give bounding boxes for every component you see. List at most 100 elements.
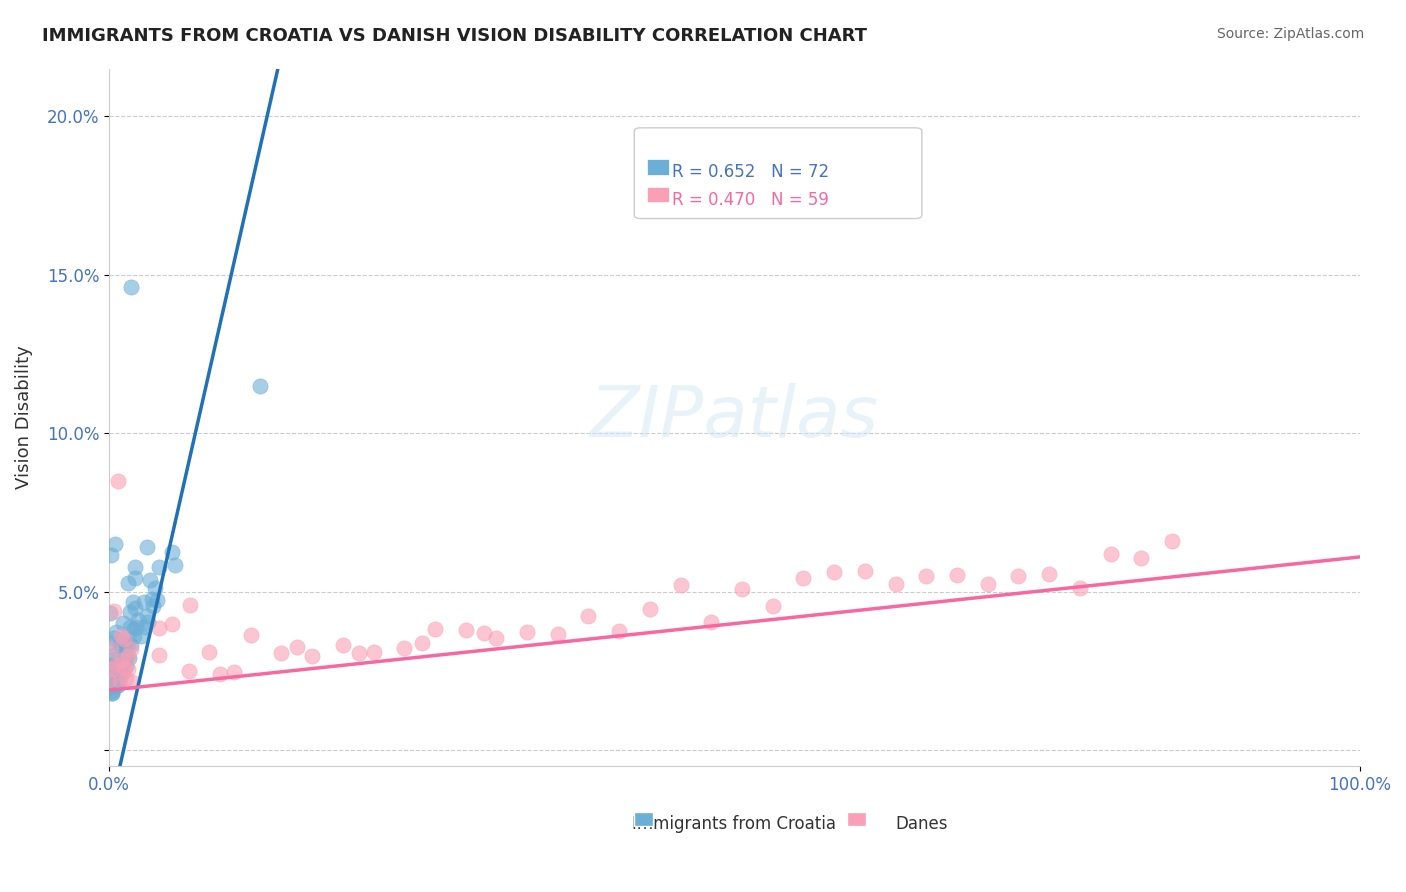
Point	[117, 662, 139, 676]
Point	[547, 627, 569, 641]
Point	[117, 649, 139, 664]
Point	[142, 599, 165, 614]
Point	[516, 624, 538, 639]
Point	[104, 667, 127, 681]
Point	[301, 649, 323, 664]
Point	[270, 646, 292, 660]
Point	[107, 474, 129, 488]
Point	[100, 642, 122, 657]
Point	[578, 609, 600, 624]
Point	[762, 599, 785, 614]
Point	[198, 644, 221, 658]
FancyBboxPatch shape	[634, 128, 922, 219]
Point	[363, 645, 385, 659]
Bar	[647, 187, 669, 202]
Point	[110, 639, 132, 653]
Point	[111, 615, 134, 630]
Point	[105, 658, 128, 673]
Point	[117, 637, 139, 651]
Point	[100, 684, 122, 698]
Text: R = 0.652   N = 72: R = 0.652 N = 72	[672, 162, 830, 181]
Point	[347, 646, 370, 660]
Point	[120, 605, 142, 619]
Point	[100, 636, 122, 650]
Point	[112, 665, 135, 680]
Point	[332, 638, 354, 652]
Point	[472, 626, 495, 640]
Point	[105, 647, 128, 661]
Point	[115, 672, 138, 686]
Point	[122, 629, 145, 643]
Point	[179, 599, 201, 613]
Text: Source: ZipAtlas.com: Source: ZipAtlas.com	[1216, 27, 1364, 41]
Point	[160, 545, 183, 559]
Point	[1007, 569, 1029, 583]
Point	[148, 622, 170, 636]
Point	[884, 577, 907, 591]
Point	[141, 592, 163, 607]
Point	[108, 660, 131, 674]
Point	[607, 624, 630, 638]
Bar	[846, 812, 866, 826]
Point	[112, 661, 135, 675]
Point	[136, 615, 159, 630]
Point	[394, 640, 416, 655]
Point	[101, 686, 124, 700]
Point	[134, 595, 156, 609]
Point	[148, 559, 170, 574]
Point	[160, 617, 183, 632]
Point	[107, 665, 129, 679]
Point	[112, 638, 135, 652]
Point	[104, 624, 127, 639]
Point	[110, 637, 132, 651]
Point	[1038, 566, 1060, 581]
Point	[485, 631, 508, 645]
Point	[1130, 550, 1153, 565]
Point	[120, 642, 142, 657]
Point	[249, 379, 271, 393]
Point	[122, 594, 145, 608]
Point	[103, 659, 125, 673]
Point	[110, 629, 132, 643]
Point	[853, 564, 876, 578]
Point	[120, 639, 142, 653]
Point	[124, 600, 146, 615]
Point	[103, 651, 125, 665]
Point	[143, 581, 166, 595]
Point	[108, 635, 131, 649]
Point	[411, 636, 433, 650]
Point	[731, 582, 754, 597]
Point	[111, 636, 134, 650]
Point	[124, 620, 146, 634]
Point	[104, 537, 127, 551]
Point	[115, 650, 138, 665]
Point	[823, 565, 845, 579]
Point	[100, 677, 122, 691]
Point	[976, 576, 998, 591]
Point	[108, 664, 131, 678]
Point	[638, 602, 661, 616]
Point	[108, 673, 131, 688]
Point	[112, 636, 135, 650]
Point	[100, 665, 122, 680]
Text: Danes: Danes	[896, 815, 948, 833]
Point	[101, 658, 124, 673]
Point	[134, 620, 156, 634]
Point	[124, 560, 146, 574]
Text: ZIPatlas: ZIPatlas	[589, 383, 879, 452]
Point	[700, 615, 723, 629]
Point	[163, 558, 186, 572]
Point	[112, 632, 135, 646]
Point	[108, 673, 131, 688]
Point	[179, 664, 201, 678]
Point	[118, 620, 141, 634]
Point	[135, 608, 157, 623]
Point	[792, 571, 814, 585]
Point	[124, 571, 146, 585]
Text: Immigrants from Croatia: Immigrants from Croatia	[633, 815, 837, 833]
Point	[285, 640, 308, 655]
Point	[100, 664, 122, 678]
Point	[98, 673, 121, 687]
Point	[946, 567, 969, 582]
Point	[107, 677, 129, 691]
